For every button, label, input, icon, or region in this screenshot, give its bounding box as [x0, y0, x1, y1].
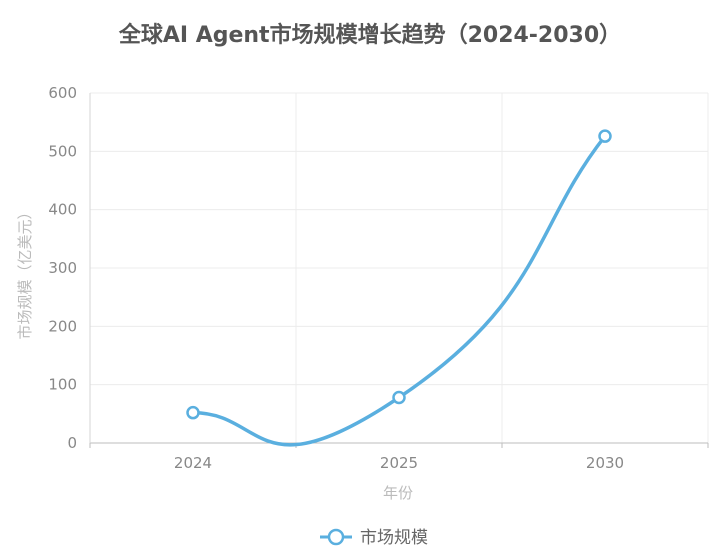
legend[interactable]: 市场规模: [320, 528, 428, 548]
x-axis-ticks: 2024 2025 2030: [89, 443, 709, 472]
axes: [89, 93, 708, 444]
y-axis-ticks: 0 100 200 300 400 500 600: [48, 84, 77, 452]
data-point[interactable]: [392, 390, 406, 405]
y-tick-label: 500: [48, 142, 77, 160]
chart-title: 全球AI Agent市场规模增长趋势（2024-2030）: [118, 22, 621, 48]
legend-marker: [327, 528, 345, 546]
grid: [89, 92, 709, 443]
x-tick-label: 2024: [174, 454, 212, 472]
legend-label[interactable]: 市场规模: [360, 528, 428, 548]
y-tick-label: 600: [48, 84, 77, 102]
y-tick-label: 300: [48, 259, 77, 277]
y-tick-label: 100: [48, 376, 77, 394]
x-axis-title: 年份: [383, 484, 413, 502]
x-tick-label: 2030: [586, 454, 624, 472]
y-tick-label: 400: [48, 201, 77, 219]
y-tick-label: 200: [48, 317, 77, 335]
y-tick-label: 0: [67, 434, 77, 452]
data-point[interactable]: [186, 405, 200, 420]
x-tick-label: 2025: [380, 454, 418, 472]
y-axis-title: 市场规模（亿美元）: [16, 204, 34, 339]
series-group: [186, 129, 612, 447]
data-point[interactable]: [598, 129, 612, 143]
